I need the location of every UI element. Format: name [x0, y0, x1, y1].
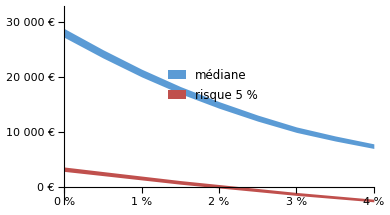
Legend: médiane, risque 5 %: médiane, risque 5 % — [163, 64, 262, 106]
